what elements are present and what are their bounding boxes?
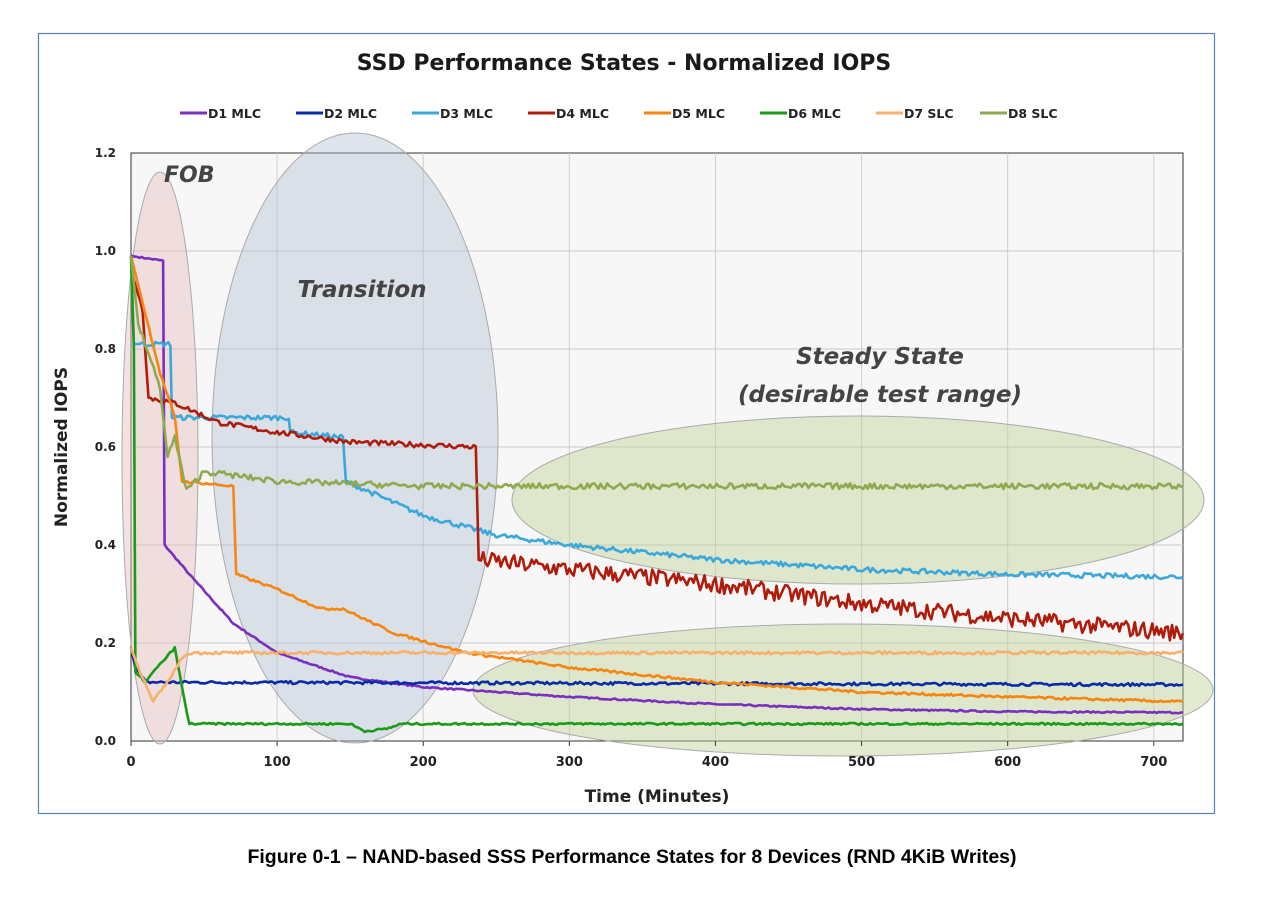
legend-label: D8 SLC [1008, 106, 1058, 121]
y-tick-label: 0.6 [95, 440, 116, 454]
series-line-d7-slc [129, 647, 1184, 703]
gridlines [131, 153, 1183, 741]
legend-label: D2 MLC [324, 106, 377, 121]
transition-region [211, 132, 499, 744]
legend-label: D3 MLC [440, 106, 493, 121]
fob-region [121, 171, 199, 745]
legend-label: D7 SLC [904, 106, 954, 121]
x-axis-label: Time (Minutes) [585, 787, 730, 807]
series-line-d3-mlc [129, 255, 1184, 581]
annotation-steady-state-range: (desirable test range) [738, 382, 1022, 408]
steady-state-region-upper [511, 415, 1205, 585]
x-tick-label: 700 [1140, 755, 1167, 770]
x-tick-label: 500 [848, 755, 875, 770]
x-tick-label: 400 [702, 755, 729, 770]
x-tick-label: 300 [556, 755, 583, 770]
legend-label: D4 MLC [556, 106, 609, 121]
figure-caption: Figure 0-1 – NAND-based SSS Performance … [247, 846, 1017, 868]
series-line-d5-mlc [129, 255, 1184, 704]
y-axis-label: Normalized IOPS [52, 367, 72, 527]
x-tick-label: 0 [126, 755, 135, 770]
y-tick-label: 0.2 [95, 636, 116, 650]
legend-item: D1 MLC [180, 106, 261, 121]
legend-item: D2 MLC [296, 106, 377, 121]
x-tick-label: 600 [994, 755, 1021, 770]
y-tick-label: 1.2 [95, 146, 116, 160]
series-lines [129, 254, 1185, 734]
series-line-d4-mlc [129, 270, 1185, 642]
line-chart: SSD Performance States - Normalized IOPS… [37, 32, 1216, 815]
y-tick-label: 0.4 [95, 538, 116, 552]
x-tick-label: 100 [264, 755, 291, 770]
legend-item: D8 SLC [980, 106, 1058, 121]
y-tick-label: 0.0 [95, 734, 116, 748]
legend-label: D6 MLC [788, 106, 841, 121]
axis-ticks: 0 100 200 300 400 500 600 700 0.0 0.2 0.4 0.6 0.8 1.0… [95, 146, 1168, 770]
annotation-transition: Transition [297, 277, 426, 303]
legend-item: D6 MLC [760, 106, 841, 121]
y-tick-label: 0.8 [95, 342, 116, 356]
legend-item: D7 SLC [876, 106, 954, 121]
state-regions [121, 132, 1214, 757]
legend-label: D1 MLC [208, 106, 261, 121]
legend-item: D5 MLC [644, 106, 725, 121]
legend-item: D3 MLC [412, 106, 493, 121]
series-line-d1-mlc [130, 254, 1184, 715]
chart-title: SSD Performance States - Normalized IOPS [357, 51, 892, 76]
legend-item: D4 MLC [528, 106, 609, 121]
y-tick-label: 1.0 [95, 244, 116, 258]
annotation-steady-state: Steady State [796, 344, 964, 370]
legend-label: D5 MLC [672, 106, 725, 121]
series-line-d2-mlc [129, 647, 1184, 688]
legend: D1 MLC D2 MLC D3 MLC D4 MLC D5 MLC D6 MLC D7 S… [180, 106, 1058, 121]
series-line-d6-mlc [129, 255, 1184, 734]
x-tick-label: 200 [410, 755, 437, 770]
series-line-d8-slc [129, 255, 1184, 491]
annotation-fob: FOB [164, 163, 215, 188]
